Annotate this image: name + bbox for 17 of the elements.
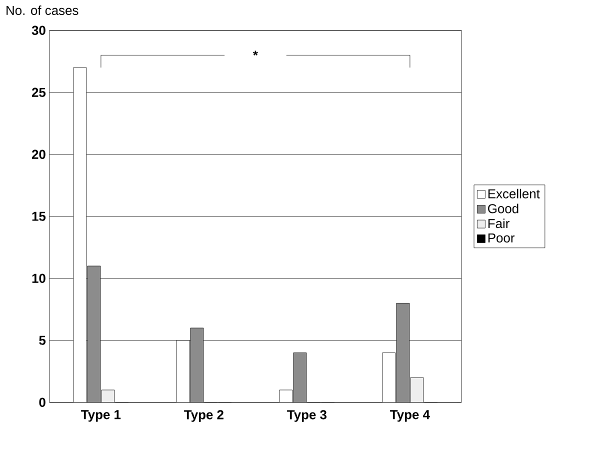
y-tick-label: 30 [32,26,46,35]
annotation: * [252,50,258,56]
legend-label: Good [488,204,518,214]
legend-label: Excellent [488,188,540,198]
y-axis-title: No. of cases [6,6,78,16]
x-tick-label: Type 4 [390,410,430,422]
y-tick-label: 25 [32,88,46,97]
x-tick-label: Type 3 [287,410,327,422]
y-tick-label: 20 [32,150,46,159]
legend-label: Fair [488,218,510,228]
y-tick-label: 0 [39,398,46,407]
y-tick-label: 5 [39,336,46,345]
x-tick-label: Type 1 [81,410,121,422]
y-tick-label: 10 [32,274,46,283]
x-tick-label: Type 2 [184,410,224,422]
legend-label: Poor [488,233,515,243]
y-tick-label: 15 [32,212,46,221]
